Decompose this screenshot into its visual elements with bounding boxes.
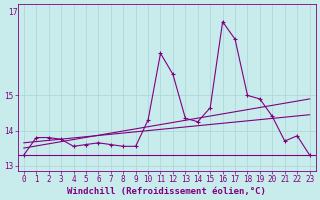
Text: 17: 17 bbox=[8, 8, 18, 17]
X-axis label: Windchill (Refroidissement éolien,°C): Windchill (Refroidissement éolien,°C) bbox=[67, 187, 266, 196]
